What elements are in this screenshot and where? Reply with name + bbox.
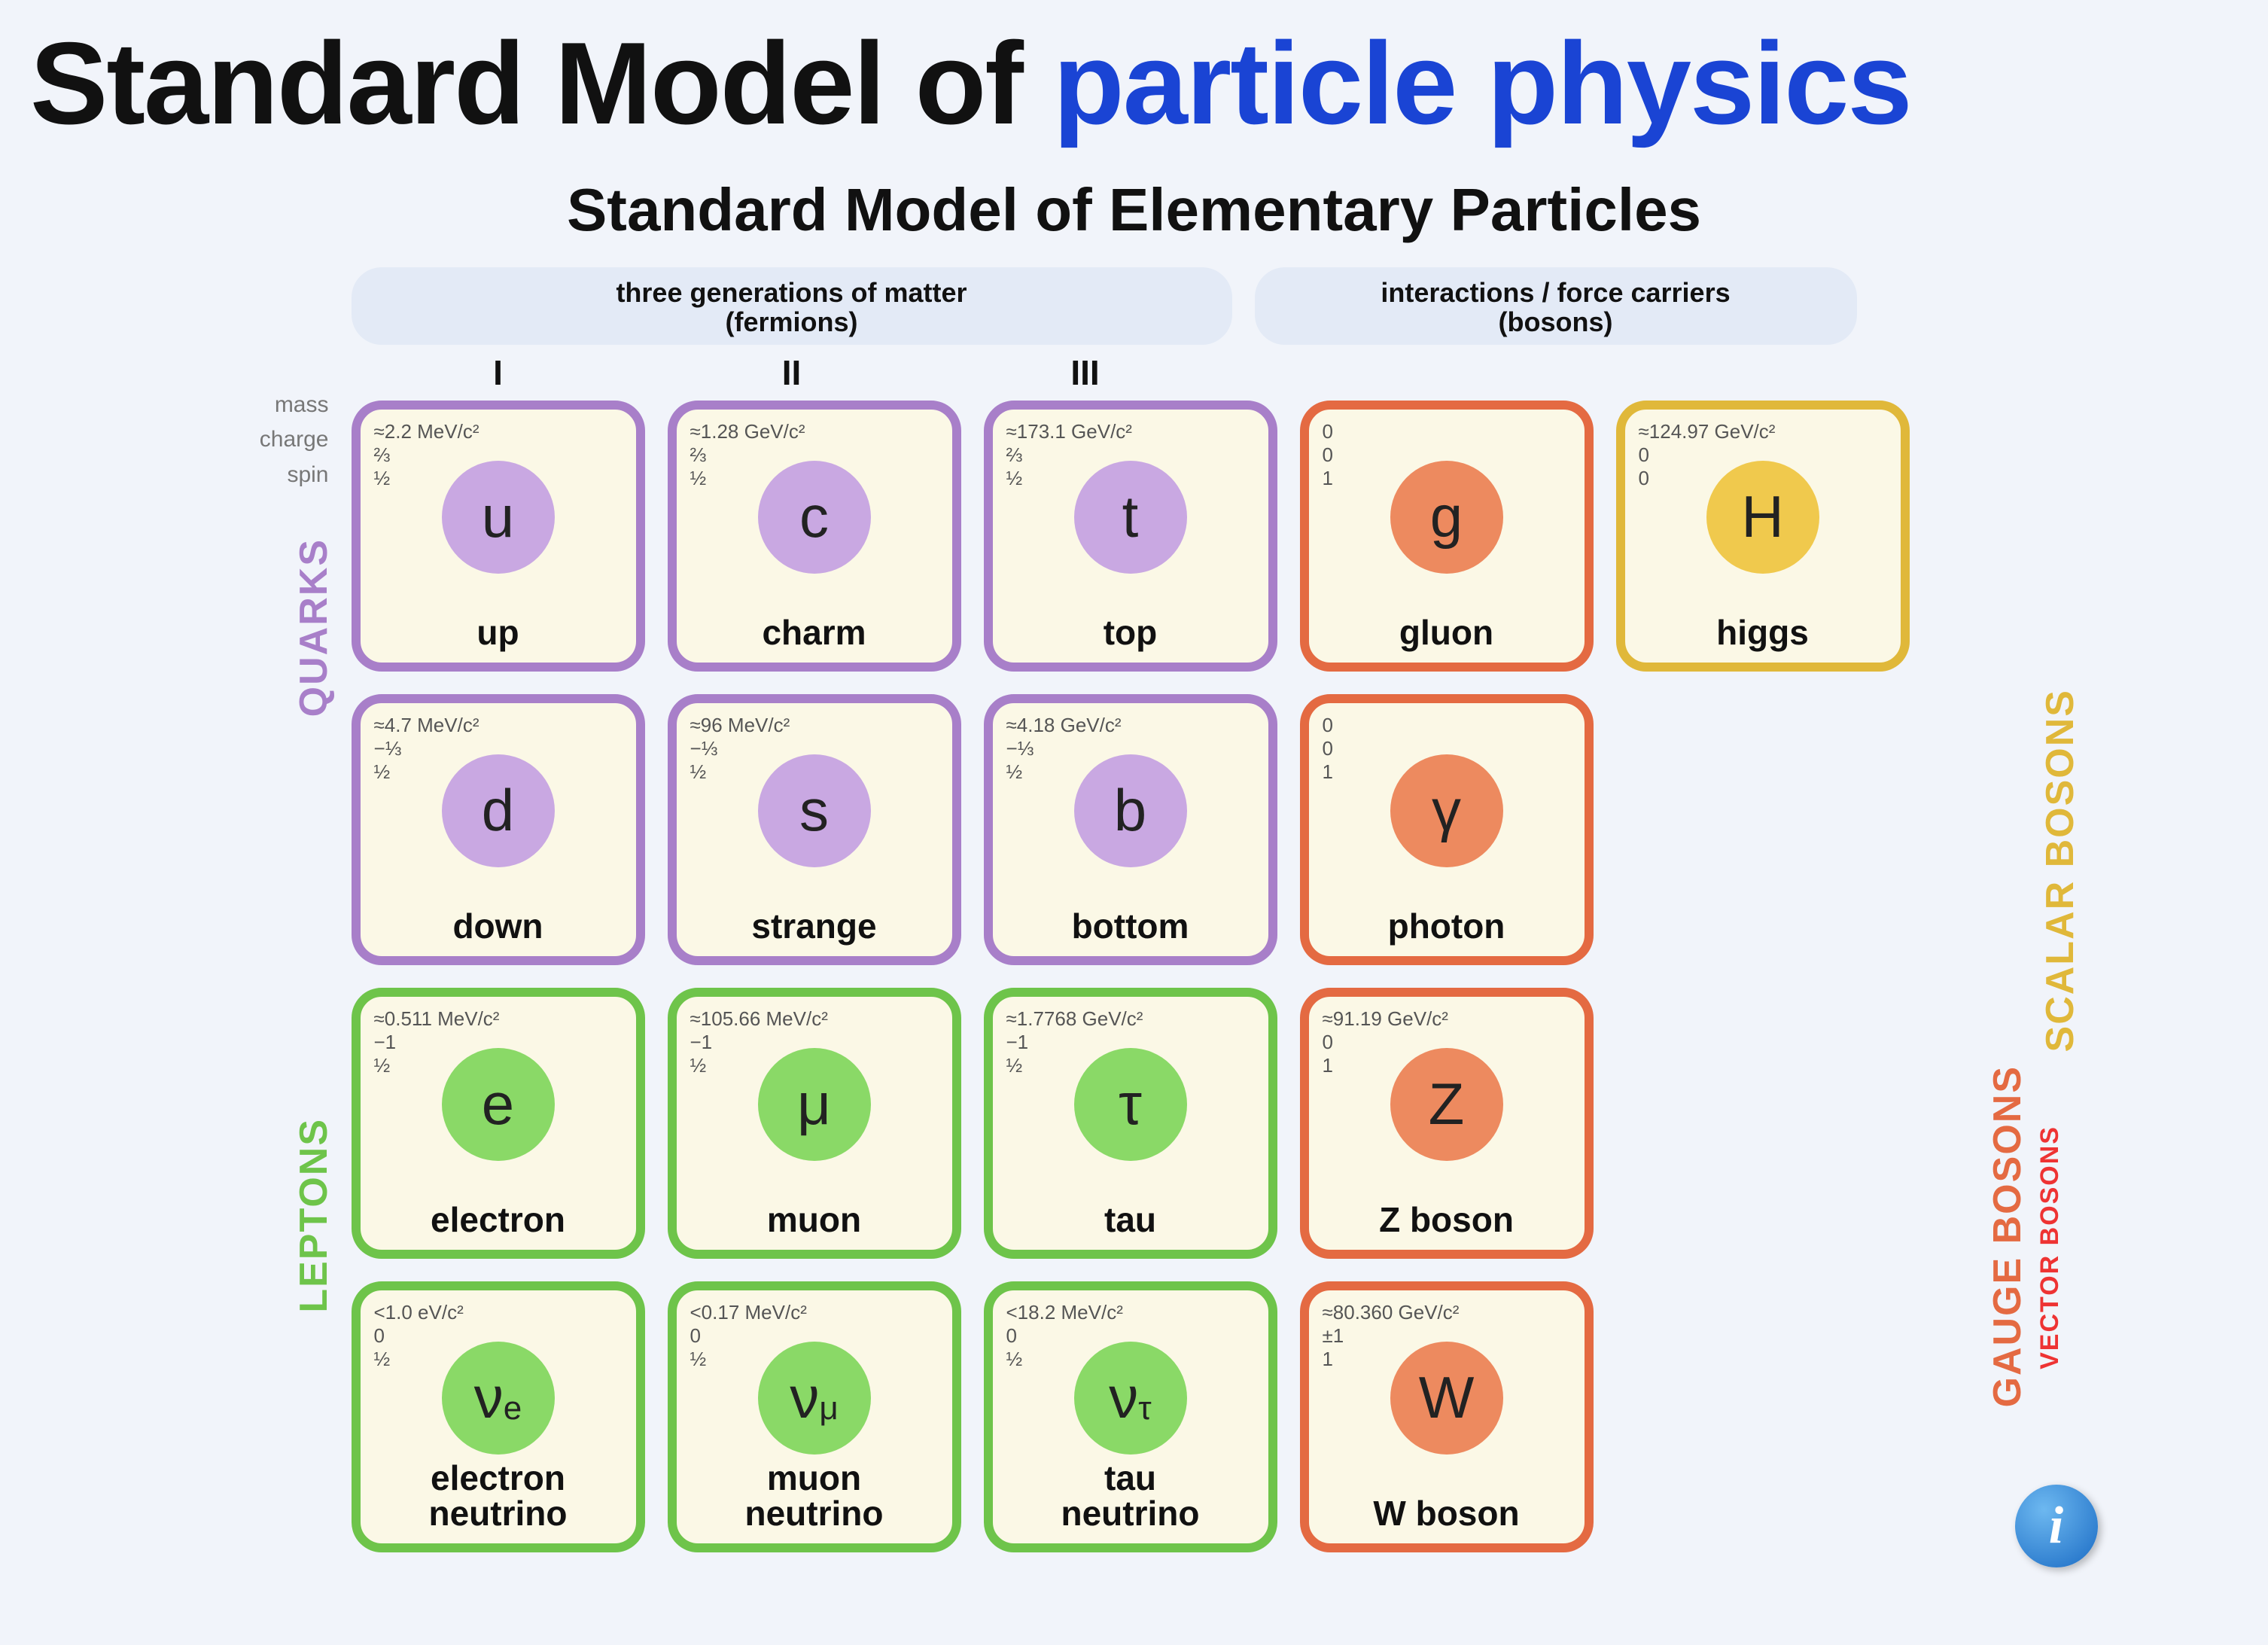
legend-mass: mass <box>193 388 329 423</box>
info-icon[interactable]: i <box>2015 1485 2098 1567</box>
particle-ph-name: photon <box>1323 909 1571 949</box>
particle-b: ≈4.18 GeV/c²−⅓½bbottom <box>984 694 1277 965</box>
particle-vtau-mass: <18.2 MeV/c² <box>1006 1301 1255 1324</box>
particle-b-mass: ≈4.18 GeV/c² <box>1006 714 1255 737</box>
page-title: Standard Model of particle physics <box>30 23 2238 145</box>
chart: mass charge spin three generations of ma… <box>193 267 2075 1552</box>
particle-c-mass: ≈1.28 GeV/c² <box>690 420 939 443</box>
pill-fermions-l2: (fermions) <box>359 307 1225 337</box>
particle-e-symbol: e <box>442 1048 555 1161</box>
particle-ph-symbol: γ <box>1390 754 1503 867</box>
particle-vmu-name: muonneutrino <box>690 1461 939 1536</box>
particle-d-name: down <box>374 909 623 949</box>
particle-H-mass: ≈124.97 GeV/c² <box>1639 420 1887 443</box>
particle-e-name: electron <box>374 1202 623 1242</box>
particle-s-name: strange <box>690 909 939 949</box>
particle-s-mass: ≈96 MeV/c² <box>690 714 939 737</box>
particle-t: ≈173.1 GeV/c²⅔½ttop <box>984 401 1277 672</box>
particle-u-mass: ≈2.2 MeV/c² <box>374 420 623 443</box>
particle-b-name: bottom <box>1006 909 1255 949</box>
particle-mu-symbol: μ <box>758 1048 871 1161</box>
particle-e: ≈0.511 MeV/c²−1½eelectron <box>352 988 645 1259</box>
particle-d-mass: ≈4.7 MeV/c² <box>374 714 623 737</box>
particle-W-symbol: W <box>1390 1342 1503 1455</box>
particle-W: ≈80.360 GeV/c²±11WW boson <box>1300 1281 1594 1552</box>
particle-ve-name: electronneutrino <box>374 1461 623 1536</box>
group-label-leptons: LEPTONS <box>291 1118 336 1313</box>
particle-vmu-mass: <0.17 MeV/c² <box>690 1301 939 1324</box>
particle-c-name: charm <box>690 615 939 655</box>
particle-ve: <1.0 eV/c²0½νeelectronneutrino <box>352 1281 645 1552</box>
particle-s-symbol: s <box>758 754 871 867</box>
particle-g-symbol: g <box>1390 461 1503 574</box>
pill-fermions-l1: three generations of matter <box>359 278 1225 308</box>
particle-W-name: W boson <box>1323 1496 1571 1536</box>
pill-bosons-l2: (bosons) <box>1262 307 1849 337</box>
particle-mu: ≈105.66 MeV/c²−1½μmuon <box>668 988 961 1259</box>
legend-spin: spin <box>193 458 329 493</box>
particle-Z: ≈91.19 GeV/c²01ZZ boson <box>1300 988 1594 1259</box>
particle-u-name: up <box>374 615 623 655</box>
particle-u-symbol: u <box>442 461 555 574</box>
particle-c-symbol: c <box>758 461 871 574</box>
header-pills: three generations of matter (fermions) i… <box>352 267 2075 345</box>
particle-t-mass: ≈173.1 GeV/c² <box>1006 420 1255 443</box>
particle-mu-name: muon <box>690 1202 939 1242</box>
particle-u: ≈2.2 MeV/c²⅔½uup <box>352 401 645 672</box>
group-label-scalar: SCALAR BOSONS <box>2038 689 2083 1052</box>
pill-bosons-l1: interactions / force carriers <box>1262 278 1849 308</box>
particle-b-symbol: b <box>1074 754 1187 867</box>
particle-H: ≈124.97 GeV/c²00Hhiggs <box>1616 401 1910 672</box>
particle-Z-symbol: Z <box>1390 1048 1503 1161</box>
page: Standard Model of particle physics Stand… <box>0 0 2268 1598</box>
particle-Z-name: Z boson <box>1323 1202 1571 1242</box>
row-legend: mass charge spin <box>193 388 344 493</box>
group-label-quarks: QUARKS <box>291 538 336 717</box>
legend-charge: charge <box>193 422 329 458</box>
particle-tau-mass: ≈1.7768 GeV/c² <box>1006 1007 1255 1031</box>
gen-3: III <box>939 352 1232 393</box>
generation-row: I II III <box>352 352 1232 393</box>
particle-d: ≈4.7 MeV/c²−⅓½ddown <box>352 694 645 965</box>
particle-tau-name: tau <box>1006 1202 1255 1242</box>
particle-ve-mass: <1.0 eV/c² <box>374 1301 623 1324</box>
particle-ve-symbol: νe <box>442 1342 555 1455</box>
particle-H-name: higgs <box>1639 615 1887 655</box>
particle-g: 001ggluon <box>1300 401 1594 672</box>
chart-title: Standard Model of Elementary Particles <box>30 175 2238 245</box>
title-part-a: Standard Model of <box>30 18 1053 148</box>
particle-d-symbol: d <box>442 754 555 867</box>
group-label-gauge: GAUGE BOSONS <box>1985 1065 2030 1408</box>
particle-grid: ≈2.2 MeV/c²⅔½uup≈1.28 GeV/c²⅔½ccharm≈173… <box>352 401 2075 1552</box>
pill-fermions: three generations of matter (fermions) <box>352 267 1232 345</box>
particle-vtau-symbol: ντ <box>1074 1342 1187 1455</box>
info-glyph: i <box>2049 1496 2063 1556</box>
pill-bosons: interactions / force carriers (bosons) <box>1255 267 1857 345</box>
particle-c: ≈1.28 GeV/c²⅔½ccharm <box>668 401 961 672</box>
particle-ph-mass: 0 <box>1323 714 1571 737</box>
particle-Z-mass: ≈91.19 GeV/c² <box>1323 1007 1571 1031</box>
particle-e-mass: ≈0.511 MeV/c² <box>374 1007 623 1031</box>
particle-ph: 001γphoton <box>1300 694 1594 965</box>
particle-g-mass: 0 <box>1323 420 1571 443</box>
particle-s: ≈96 MeV/c²−⅓½sstrange <box>668 694 961 965</box>
particle-t-name: top <box>1006 615 1255 655</box>
title-part-b: particle physics <box>1053 18 1911 148</box>
particle-g-name: gluon <box>1323 615 1571 655</box>
particle-H-symbol: H <box>1706 461 1819 574</box>
group-label-vector: VECTOR BOSONS <box>2035 1126 2065 1369</box>
particle-vtau-name: tauneutrino <box>1006 1461 1255 1536</box>
particle-W-mass: ≈80.360 GeV/c² <box>1323 1301 1571 1324</box>
particle-tau: ≈1.7768 GeV/c²−1½τtau <box>984 988 1277 1259</box>
particle-vmu-symbol: νμ <box>758 1342 871 1455</box>
particle-t-symbol: t <box>1074 461 1187 574</box>
gen-2: II <box>645 352 939 393</box>
particle-vmu: <0.17 MeV/c²0½νμmuonneutrino <box>668 1281 961 1552</box>
particle-vtau: <18.2 MeV/c²0½ντtauneutrino <box>984 1281 1277 1552</box>
particle-mu-mass: ≈105.66 MeV/c² <box>690 1007 939 1031</box>
particle-tau-symbol: τ <box>1074 1048 1187 1161</box>
gen-1: I <box>352 352 645 393</box>
